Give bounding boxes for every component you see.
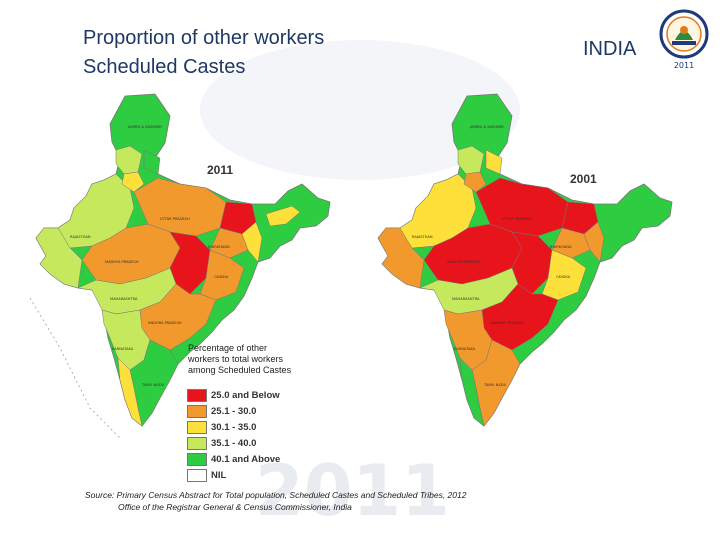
svg-text:RAJASTHAN: RAJASTHAN bbox=[70, 235, 91, 239]
svg-text:ODISHA: ODISHA bbox=[214, 275, 229, 279]
legend-item: 25.0 and Below bbox=[187, 387, 280, 403]
country-label: INDIA bbox=[583, 38, 637, 60]
legend-swatch bbox=[187, 404, 207, 418]
source-line-2: Office of the Registrar General & Census… bbox=[118, 502, 352, 512]
legend-label: 35.1 - 40.0 bbox=[211, 437, 257, 449]
svg-text:ODISHA: ODISHA bbox=[556, 275, 571, 279]
slide-title: Proportion of other workers Scheduled Ca… bbox=[83, 24, 324, 82]
legend-swatch bbox=[187, 468, 207, 482]
svg-text:TAMIL NADU: TAMIL NADU bbox=[141, 383, 165, 387]
legend-label: 30.1 - 35.0 bbox=[211, 421, 257, 433]
svg-text:JAMMU & KASHMIR: JAMMU & KASHMIR bbox=[469, 125, 504, 129]
title-line-1: Proportion of other workers bbox=[83, 27, 325, 49]
legend-item: 40.1 and Above bbox=[187, 451, 280, 467]
map-2011-year-label: 2011 bbox=[207, 163, 233, 177]
legend-item: NIL bbox=[187, 467, 280, 483]
legend-label: 25.1 - 30.0 bbox=[211, 405, 257, 417]
svg-text:RAJASTHAN: RAJASTHAN bbox=[412, 235, 433, 239]
logo-year: 2011 bbox=[674, 61, 694, 70]
legend-item: 25.1 - 30.0 bbox=[187, 403, 280, 419]
svg-text:JAMMU & KASHMIR: JAMMU & KASHMIR bbox=[127, 125, 162, 129]
legend-item: 35.1 - 40.0 bbox=[187, 435, 280, 451]
svg-text:UTTAR PRADESH: UTTAR PRADESH bbox=[502, 217, 532, 221]
map-2011: JAMMU & KASHMIR UTTAR PRADESH RAJASTHAN … bbox=[29, 93, 331, 439]
svg-text:MAHARASHTRA: MAHARASHTRA bbox=[452, 297, 480, 301]
legend-swatch bbox=[187, 452, 207, 466]
svg-text:MAHARASHTRA: MAHARASHTRA bbox=[110, 297, 138, 301]
legend-item: 30.1 - 35.0 bbox=[187, 419, 280, 435]
legend-swatch bbox=[187, 420, 207, 434]
svg-text:MADHYA PRADESH: MADHYA PRADESH bbox=[105, 260, 139, 264]
svg-text:ANDHRA PRADESH: ANDHRA PRADESH bbox=[490, 321, 524, 325]
svg-text:KARNATAKA: KARNATAKA bbox=[454, 347, 476, 351]
svg-text:JHARKHAND: JHARKHAND bbox=[207, 245, 230, 249]
map-2001-year-label: 2001 bbox=[570, 172, 597, 186]
legend-label: 40.1 and Above bbox=[211, 453, 281, 465]
legend-swatch bbox=[187, 388, 207, 402]
legend-title: Percentage of other workers to total wor… bbox=[188, 343, 292, 375]
title-line-2: Scheduled Castes bbox=[83, 56, 246, 78]
census-emblem-icon: 2011 bbox=[659, 9, 709, 70]
legend-label: NIL bbox=[211, 469, 227, 481]
svg-text:JHARKHAND: JHARKHAND bbox=[549, 245, 572, 249]
svg-text:KARNATAKA: KARNATAKA bbox=[112, 347, 134, 351]
svg-text:UTTAR PRADESH: UTTAR PRADESH bbox=[160, 217, 190, 221]
svg-text:MADHYA PRADESH: MADHYA PRADESH bbox=[447, 260, 481, 264]
source-line-1: Source: Primary Census Abstract for Tota… bbox=[85, 490, 467, 500]
map-2001: JAMMU & KASHMIR UTTAR PRADESH RAJASTHAN … bbox=[377, 93, 673, 427]
legend-label: 25.0 and Below bbox=[211, 389, 280, 401]
legend: 25.0 and Below 25.1 - 30.0 30.1 - 35.0 35.1… bbox=[187, 387, 280, 483]
svg-text:ANDHRA PRADESH: ANDHRA PRADESH bbox=[148, 321, 182, 325]
svg-text:TAMIL NADU: TAMIL NADU bbox=[483, 383, 507, 387]
legend-swatch bbox=[187, 436, 207, 450]
source-note: Source: Primary Census Abstract for Tota… bbox=[85, 489, 466, 513]
